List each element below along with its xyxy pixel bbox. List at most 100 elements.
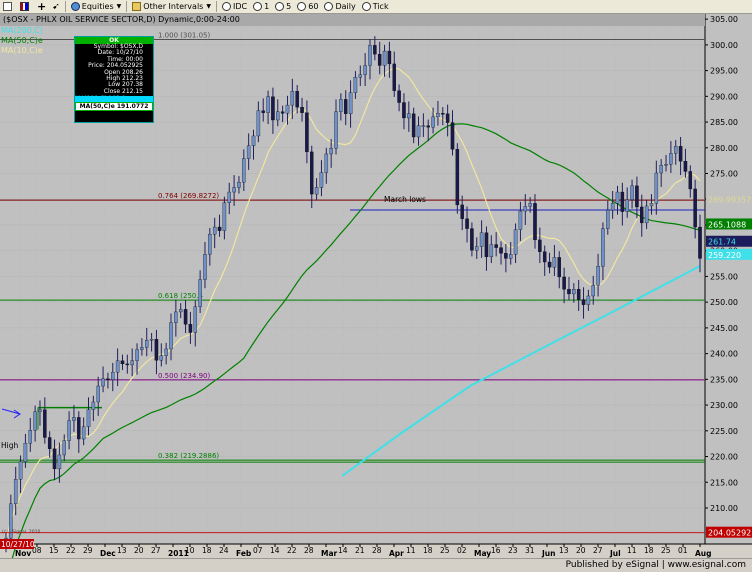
candle-body [38,409,42,412]
ma200-line [341,265,701,477]
toolbar-divider [126,1,128,12]
candle-body [411,113,416,138]
interval-idc-button[interactable]: IDC [219,1,250,13]
time-tick-label: 08 [32,546,42,555]
candle-body [392,63,397,91]
price-tick-label: 220.00 [710,453,738,462]
interval-idc-label: IDC [232,2,248,11]
candle-body [115,360,120,373]
candle-body [606,209,610,229]
candle-body [222,202,227,231]
candle-body [542,251,547,263]
candle-body [591,285,595,297]
data-window-low: Low 207.38 [108,81,143,89]
chart-icon [20,2,29,11]
time-tick-label: 20 [134,546,144,555]
toolbar-cursor-button[interactable]: ➹ [49,1,63,13]
candle-body [431,116,435,128]
time-tick-label: 28 [372,546,382,555]
badge-bottom-bg [706,526,752,538]
time-tick-label: Apr [389,549,404,558]
candle-body [441,113,445,115]
time-tick-label: 25 [440,546,450,555]
candle-body [567,289,571,295]
badge-ma200: 259.220 [708,251,741,260]
price-tick-label: 280.00 [710,144,738,153]
candle-body [436,113,440,118]
candle-body [295,91,299,108]
candle-body [450,122,455,150]
candle-body [140,347,144,350]
chevron-down-icon: ▼ [206,3,211,10]
clock-icon [253,2,263,11]
candle-body [644,205,649,224]
candle-body [43,409,47,438]
time-tick-label: 2011 [168,549,189,558]
candle-body [479,232,484,247]
interval-daily-button[interactable]: Daily [321,1,358,13]
candle-body [164,348,168,356]
legend-ma50: MA(50,C)e [1,36,43,45]
ma10-line [5,67,701,539]
toolbar-equities-label: Equities [81,2,114,11]
candle-body [111,371,115,381]
time-tick-label: 24 [219,546,229,555]
candle-body [382,50,387,66]
toolbar-add-button[interactable]: + [34,0,49,13]
data-window-date: Date: 10/27/10 [97,49,143,57]
candle-body [169,322,173,350]
candle-body [552,257,557,268]
interval-1-button[interactable]: 1 [250,1,272,13]
candle-body [329,148,333,155]
price-tick-label: 275.00 [710,170,738,179]
candle-body [309,151,314,195]
toolbar-intervals-dropdown[interactable]: Other Intervals ▼ [129,1,214,13]
candle-body [77,417,81,440]
candle-body [300,106,304,113]
candle-body [232,187,236,193]
candle-body [91,401,96,410]
data-window-close: Close 212.15 [103,87,143,95]
candle-body [407,113,411,119]
candle-body [101,378,105,387]
candle-body [397,90,401,103]
candle-body [581,299,586,305]
interval-tick-button[interactable]: Tick [359,1,392,13]
candle-body [504,253,508,259]
candle-body [198,279,202,307]
date-box: 10/27/10 [1,540,35,549]
time-tick-label: 31 [525,546,535,555]
window-menu-icon [3,2,12,11]
candle-body [649,203,654,207]
candle-body [28,430,33,444]
fib-label-f382: 0.382 (219.2886) [158,452,219,460]
data-window-time: Time: 00:00 [107,55,143,63]
candle-body [9,503,13,539]
toolbar-menu-button[interactable] [0,1,17,13]
time-tick-label: 18 [644,546,654,555]
candle-body [586,295,591,305]
candle-body [125,363,130,366]
toolbar-chart-button[interactable] [17,1,34,13]
candle-body [465,218,469,229]
candle-body [159,355,164,361]
time-tick-label: 21 [355,546,365,555]
candle-body [348,92,353,114]
candle-body [237,182,241,188]
clock-icon [275,2,285,11]
interval-5-button[interactable]: 5 [272,1,294,13]
cursor-icon: ➹ [52,1,60,12]
time-tick-label: 29 [83,546,93,555]
candle-body [242,158,246,183]
interval-60-button[interactable]: 60 [294,1,321,13]
candle-body [57,454,62,470]
candle-body [324,153,329,173]
time-tick-label: 28 [304,546,314,555]
candle-body [62,440,66,456]
data-window[interactable]: OK Symbol: $OSX,D Date: 10/27/10 Time: 0… [74,36,154,123]
toolbar-equities-dropdown[interactable]: Equities ▼ [68,1,125,13]
time-tick-label: 10 [185,546,195,555]
price-tick-label: 250.00 [710,298,738,307]
candle-body [271,96,275,121]
